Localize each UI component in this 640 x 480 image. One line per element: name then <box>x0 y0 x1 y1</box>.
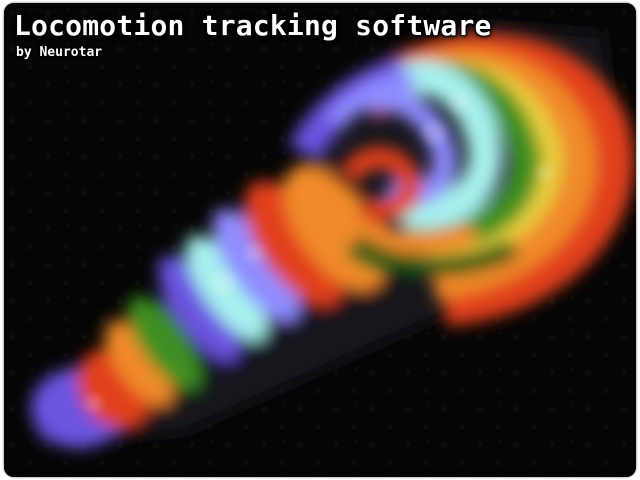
byline: by Neurotar <box>16 45 103 60</box>
page-title: Locomotion tracking software <box>14 9 492 42</box>
spiral-core <box>288 33 634 326</box>
rainbow-spiral-artwork <box>4 3 636 477</box>
splash-screen: Locomotion tracking software by Neurotar <box>4 3 636 477</box>
cell-texture <box>85 93 552 412</box>
